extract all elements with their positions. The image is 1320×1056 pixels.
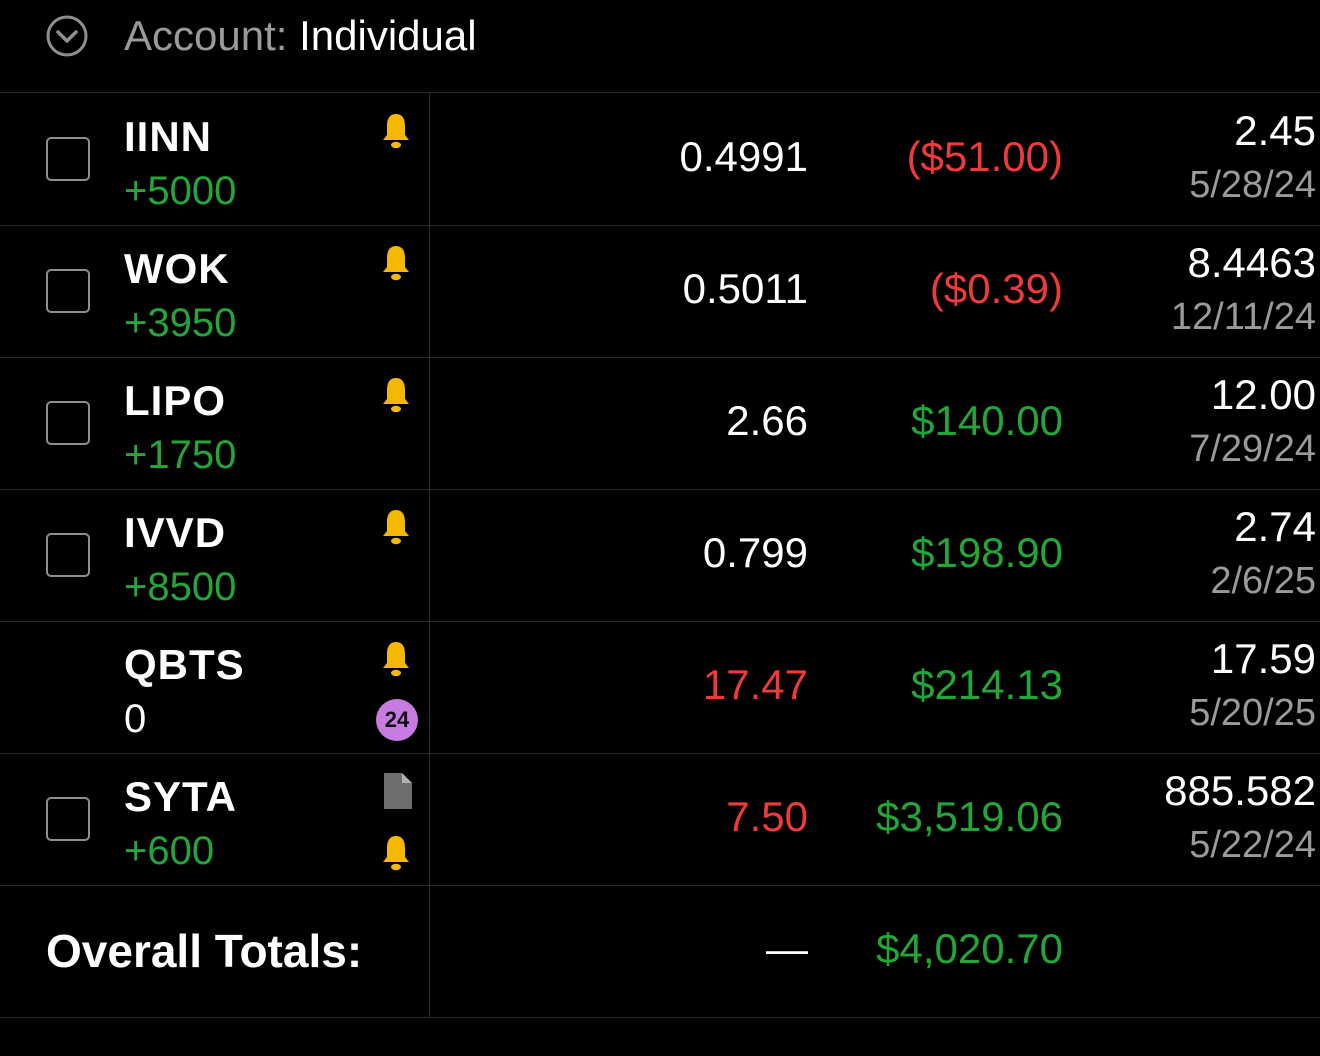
quantity: +8500 (124, 565, 237, 609)
open-date: 2/6/25 (1210, 560, 1316, 602)
totals-profit-loss: $4,020.70 (876, 925, 1063, 972)
cost-basis: 12.00 (1210, 371, 1316, 418)
row-checkbox[interactable] (46, 533, 90, 577)
bell-icon[interactable] (380, 375, 412, 415)
account-header: Account: Individual (0, 0, 1320, 93)
last-price: 0.4991 (679, 133, 808, 180)
cost-basis: 8.4463 (1187, 239, 1316, 286)
quantity: 0 (124, 697, 147, 741)
symbol: WOK (124, 245, 230, 292)
row-checkbox[interactable] (46, 137, 90, 181)
quantity: +3950 (124, 301, 237, 345)
last-price: 2.66 (726, 397, 808, 444)
open-date: 7/29/24 (1189, 428, 1316, 470)
position-row-lipo[interactable]: LIPO +1750 2.66 $140.00 12.00 7/29/24 (0, 357, 1320, 490)
last-price: 0.5011 (682, 265, 808, 312)
profit-loss: $214.13 (911, 661, 1063, 708)
bell-icon[interactable] (380, 507, 412, 547)
last-price: 17.47 (702, 661, 808, 708)
totals-label: Overall Totals: (46, 925, 363, 977)
profit-loss: ($0.39) (929, 265, 1063, 312)
bell-icon[interactable] (380, 243, 412, 283)
symbol: SYTA (124, 773, 237, 820)
cost-basis: 885.582 (1164, 767, 1316, 814)
account-label: Account: (124, 12, 288, 59)
document-icon[interactable] (382, 771, 414, 811)
position-row-syta[interactable]: SYTA +600 7.50 $3,519.06 885.582 5/22/24 (0, 753, 1320, 886)
profit-loss: $140.00 (911, 397, 1063, 444)
quantity: +600 (124, 829, 215, 873)
account-value: Individual (299, 12, 477, 59)
quantity: +1750 (124, 433, 237, 477)
profit-loss: ($51.00) (906, 133, 1063, 180)
account-selector[interactable]: Account: Individual (124, 12, 477, 60)
symbol: IINN (124, 113, 212, 160)
cost-basis: 2.74 (1234, 503, 1316, 550)
symbol: LIPO (124, 377, 227, 424)
position-row-iinn[interactable]: IINN +5000 0.4991 ($51.00) 2.45 5/28/24 (0, 93, 1320, 226)
last-price: 0.799 (702, 529, 808, 576)
profit-loss: $3,519.06 (876, 793, 1063, 840)
position-row-wok[interactable]: WOK +3950 0.5011 ($0.39) 8.4463 12/11/24 (0, 225, 1320, 358)
column-divider (429, 93, 430, 1017)
row-checkbox[interactable] (46, 401, 90, 445)
chevron-down-circle-icon[interactable] (46, 15, 88, 57)
quantity: +5000 (124, 169, 237, 213)
cost-basis: 17.59 (1210, 635, 1316, 682)
bell-icon[interactable] (380, 833, 412, 873)
position-row-qbts[interactable]: QBTS 0 24 17.47 $214.13 17.59 5/20/25 (0, 621, 1320, 754)
bell-icon[interactable] (380, 639, 412, 679)
symbol: QBTS (124, 641, 245, 688)
open-date: 5/28/24 (1189, 164, 1316, 206)
open-date: 12/11/24 (1170, 296, 1316, 338)
totals-price-placeholder: — (766, 925, 808, 972)
open-date: 5/22/24 (1189, 824, 1316, 866)
open-date: 5/20/25 (1189, 692, 1316, 734)
notification-badge[interactable]: 24 (376, 699, 418, 741)
bell-icon[interactable] (380, 111, 412, 151)
totals-row: Overall Totals: — $4,020.70 (0, 885, 1320, 1018)
last-price: 7.50 (726, 793, 808, 840)
row-checkbox[interactable] (46, 269, 90, 313)
position-row-ivvd[interactable]: IVVD +8500 0.799 $198.90 2.74 2/6/25 (0, 489, 1320, 622)
profit-loss: $198.90 (911, 529, 1063, 576)
cost-basis: 2.45 (1234, 107, 1316, 154)
row-checkbox[interactable] (46, 797, 90, 841)
symbol: IVVD (124, 509, 227, 556)
